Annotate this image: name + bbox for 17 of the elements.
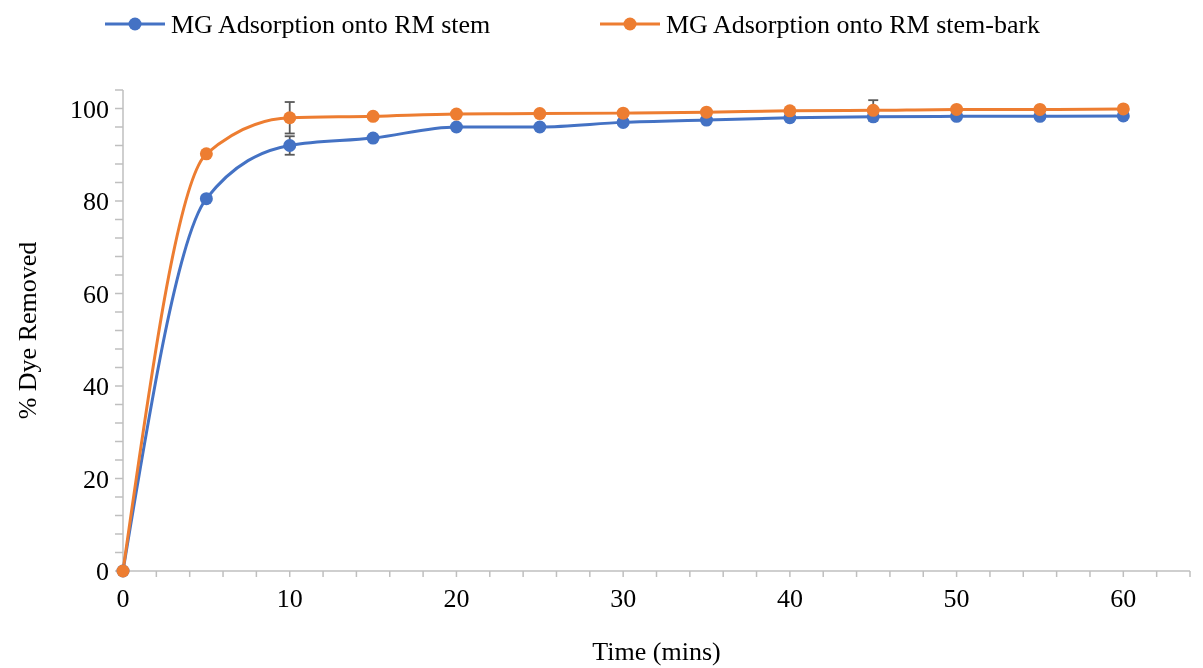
y-tick-label: 40: [83, 372, 109, 402]
x-tick-label: 40: [776, 584, 803, 613]
x-tick-label: 60: [1110, 584, 1137, 613]
x-tick-label: 30: [610, 584, 637, 613]
y-axis-title: % Dye Removed: [13, 241, 42, 420]
legend-label: MG Adsorption onto RM stem: [171, 10, 491, 40]
x-tick-label: 10: [276, 584, 303, 613]
x-tick-label: 50: [943, 584, 970, 613]
y-tick-label: 80: [83, 187, 109, 217]
y-tick-label: 20: [83, 464, 109, 494]
y-tick-label: 0: [96, 557, 109, 587]
x-axis-title: Time (mins): [592, 637, 721, 666]
x-tick-label: 0: [116, 584, 130, 613]
legend-label: MG Adsorption onto RM stem-bark: [666, 10, 1041, 40]
y-tick-label: 100: [70, 94, 109, 124]
x-tick-label: 20: [443, 584, 470, 613]
y-tick-label: 60: [83, 279, 109, 309]
